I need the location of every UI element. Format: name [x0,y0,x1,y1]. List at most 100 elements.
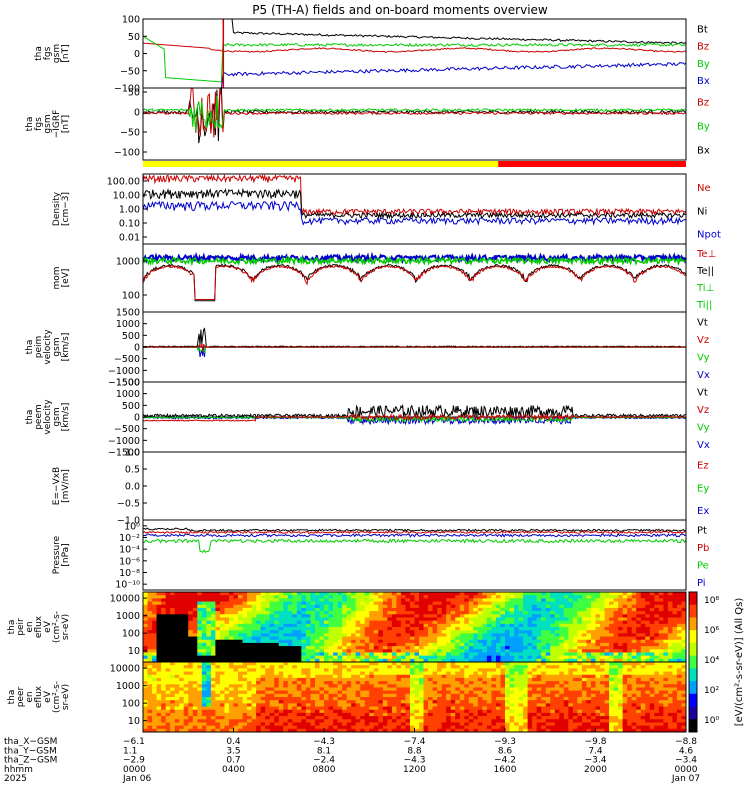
heatmap-cell [559,671,565,676]
heatmap-cell [296,611,302,615]
heatmap-cell [563,627,569,631]
heatmap-cell [563,592,569,596]
heatmap-cell [292,633,298,637]
heatmap-cell [482,627,488,631]
heatmap-cell [545,687,551,692]
heatmap-cell [337,595,343,599]
heatmap-cell [441,639,447,644]
heatmap-cell [201,627,207,631]
heatmap-cell [378,623,384,628]
heatmap-cell [269,681,275,685]
heatmap-cell [360,611,366,615]
heatmap-cell [482,700,488,704]
heatmap-cell [550,623,556,628]
heatmap-cell [577,728,583,733]
heatmap-cell [622,627,628,631]
heatmap-cell [419,709,424,714]
heatmap-cell [437,601,443,606]
heatmap-cell [541,703,547,707]
heatmap-cell [450,712,456,717]
ylabel-line: velocity [43,399,53,435]
heatmap-cell [342,639,348,644]
heatmap-cell [310,623,316,628]
heatmap-cell [360,655,366,660]
heatmap-cell [455,646,461,650]
heatmap-cell [152,712,157,717]
heatmap-cell [228,652,234,657]
heatmap-cell [563,595,569,599]
heatmap-cell [219,665,225,669]
heatmap-cell [409,703,415,707]
heatmap-cell [554,617,560,622]
heatmap-cell [161,716,167,720]
heatmap-cell [278,693,284,698]
heatmap-cell [238,725,243,730]
heatmap-cell [174,681,180,685]
heatmap-cell [292,662,298,666]
heatmap-cell [373,639,379,644]
heatmap-cell [536,687,542,692]
heatmap-cell [219,630,225,634]
heatmap-cell [314,690,320,695]
heatmap-cell [305,700,311,704]
heatmap-cell [464,633,470,637]
heatmap-cell [360,706,366,711]
heatmap-cell [523,655,529,660]
heatmap-cell [405,674,411,679]
heatmap-cell [188,684,194,688]
heatmap-cell [645,630,651,634]
heatmap-cell [355,642,361,647]
heatmap-cell [292,719,298,723]
heatmap-cell [541,668,547,672]
heatmap-cell [188,623,194,628]
heatmap-cell [423,671,429,676]
heatmap-cell [640,633,646,637]
heatmap-cell [505,703,510,707]
heatmap-cell [423,655,429,660]
heatmap-cell [468,728,474,733]
heatmap-cell [242,681,248,685]
heatmap-cell [590,604,596,609]
heatmap-cell [247,601,252,606]
heatmap-cell [581,677,587,682]
heatmap-cell [283,633,289,637]
heatmap-cell [238,592,243,596]
heatmap-cell [667,652,673,657]
heatmap-cell [414,592,420,596]
heatmap-cell [505,617,510,622]
heatmap-cell [441,614,447,618]
heatmap-cell [491,604,497,609]
heatmap-cell [188,639,194,644]
heatmap-cell [251,630,257,634]
heatmap-cell [233,674,239,679]
heatmap-cell [242,658,248,663]
heatmap-cell [310,703,316,707]
heatmap-cell [170,633,176,637]
heatmap-cell [301,652,307,657]
heatmap-cell [373,719,379,723]
heatmap-cell [654,639,660,644]
heatmap-cell [369,639,375,644]
heatmap-cell [219,674,225,679]
heatmap-cell [428,633,434,637]
heatmap-cell [527,728,533,733]
heatmap-cell [247,725,252,730]
heatmap-cell [287,598,293,602]
heatmap-cell [541,601,547,606]
heatmap-cell [337,620,343,625]
heatmap-cell [464,665,470,669]
heatmap-cell [437,693,443,698]
heatmap-cell [143,712,148,717]
heatmap-cell [373,627,379,631]
heatmap-cell [631,633,637,637]
heatmap-cell [265,614,271,618]
heatmap-cell [305,649,311,653]
heatmap-cell [292,642,298,647]
heatmap-cell [256,601,262,606]
heatmap-cell [545,620,551,625]
heatmap-cell [369,620,375,625]
heatmap-cell [428,636,434,641]
heatmap-cell [509,668,515,672]
heatmap-cell [514,697,519,701]
heatmap-cell [464,655,470,660]
